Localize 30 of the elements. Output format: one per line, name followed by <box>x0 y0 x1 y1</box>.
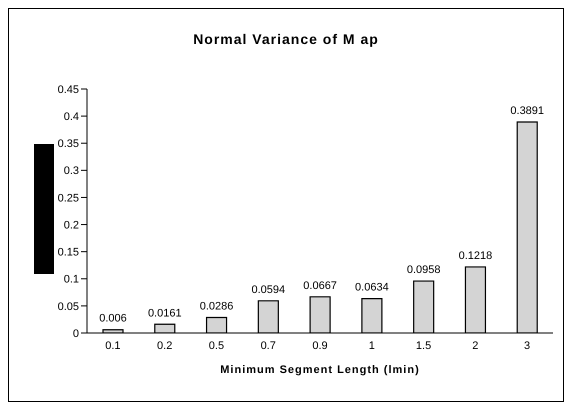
y-tick-label: 0.35 <box>58 138 79 150</box>
x-tick-label: 0.9 <box>312 340 328 352</box>
y-tick-label: 0.1 <box>64 274 79 286</box>
data-label: 0.006 <box>99 312 127 325</box>
data-label: 0.0161 <box>148 307 182 320</box>
data-label: 0.0594 <box>252 284 286 296</box>
x-tick-label: 0.1 <box>105 340 121 352</box>
y-tick-label: 0.2 <box>64 219 79 232</box>
y-tick-label: 0.15 <box>58 246 79 259</box>
x-tick-label: 3 <box>524 340 530 352</box>
x-tick-label: 0.2 <box>157 340 172 352</box>
data-label: 0.0958 <box>406 264 440 276</box>
data-label: 0.1218 <box>458 250 492 262</box>
y-tick-label: 0.25 <box>58 192 79 204</box>
y-tick-label: 0.4 <box>64 111 79 124</box>
y-tick-label: 0 <box>72 328 79 340</box>
chart-title: Normal Variance of M ap <box>192 31 380 47</box>
y-tick-label: 0.3 <box>64 165 79 178</box>
x-tick-label: 0.5 <box>208 340 224 352</box>
x-tick-label: 0.7 <box>260 340 276 352</box>
y-tick-label: 0.05 <box>58 300 79 313</box>
data-label: 0.3891 <box>510 105 544 118</box>
x-axis-title: Minimum Segment Length (lmin) <box>220 364 420 376</box>
data-label: 0.0667 <box>303 280 337 292</box>
x-tick-label: 2 <box>472 340 478 352</box>
x-tick-label: 1 <box>368 340 375 352</box>
data-label: 0.0286 <box>200 300 234 312</box>
x-tick-label: 1.5 <box>416 340 432 352</box>
data-label: 0.0634 <box>355 282 389 294</box>
y-tick-label: 0.45 <box>58 84 79 96</box>
